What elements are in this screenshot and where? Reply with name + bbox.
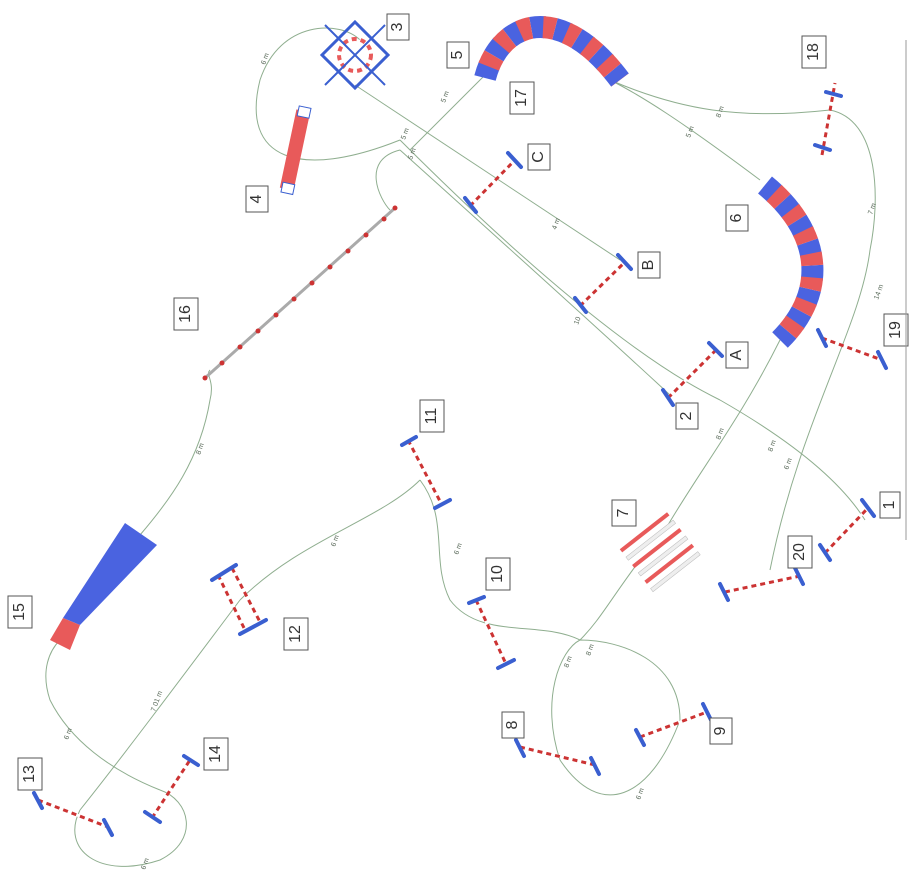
label-9: 9	[709, 717, 733, 745]
obstacle-number-labels: 1 2 3 4 5 6 7 8 9 10 11 12 13 14 15 16 1…	[7, 13, 909, 791]
label-c: C	[527, 143, 551, 171]
distance-label: 5 m	[685, 125, 696, 139]
distance-label: 6 m	[140, 857, 151, 871]
svg-text:5: 5	[449, 50, 466, 59]
svg-text:14: 14	[207, 745, 224, 763]
label-11: 11	[419, 399, 445, 433]
course-path	[45, 27, 876, 867]
distance-label: 8 m	[563, 655, 574, 669]
jump-8	[514, 738, 601, 776]
svg-text:20: 20	[791, 543, 808, 561]
jump-a	[661, 341, 724, 407]
label-3: 3	[386, 13, 410, 41]
svg-text:C: C	[530, 151, 547, 163]
distance-label: 8 m	[715, 427, 726, 441]
label-17: 17	[509, 81, 535, 115]
label-8: 8	[501, 711, 525, 739]
svg-text:B: B	[640, 260, 657, 271]
jump-14	[143, 754, 200, 824]
jump-19	[816, 328, 888, 370]
distance-label: 6 m	[783, 457, 794, 471]
svg-text:17: 17	[513, 89, 530, 107]
label-16: 16	[173, 297, 199, 331]
distance-label: 10	[573, 316, 582, 326]
label-7: 7	[611, 499, 637, 527]
distance-label: 6 m	[260, 52, 271, 66]
panel-4	[279, 105, 312, 196]
jump-1	[818, 498, 876, 562]
svg-text:11: 11	[423, 408, 440, 425]
svg-text:8: 8	[504, 720, 521, 729]
label-5: 5	[446, 41, 470, 69]
svg-text:18: 18	[805, 43, 822, 61]
jump-20	[718, 566, 805, 602]
jump-11	[400, 435, 452, 510]
distance-label: 8 m	[585, 643, 596, 657]
distance-label: 4 m	[551, 217, 562, 231]
distance-label: 14 m	[873, 284, 885, 301]
distance-label: 7 m	[867, 202, 878, 216]
svg-text:15: 15	[11, 603, 28, 621]
distance-label: 6 m	[330, 534, 341, 548]
label-14: 14	[203, 737, 229, 771]
distance-label: 8 m	[767, 439, 778, 453]
label-13: 13	[17, 757, 43, 791]
tunnel-17	[474, 16, 629, 87]
label-15: 15	[7, 595, 33, 629]
distance-label: 5 m	[400, 127, 411, 141]
label-4: 4	[245, 185, 269, 213]
svg-text:12: 12	[287, 625, 304, 643]
chute-15	[50, 523, 157, 650]
tunnel-6	[757, 176, 824, 348]
distance-label: 6 m	[453, 542, 464, 556]
jump-c	[463, 151, 523, 214]
label-2: 2	[675, 402, 699, 430]
distance-label: 5 m	[440, 90, 451, 104]
obstacle-7	[619, 512, 701, 593]
svg-text:2: 2	[678, 411, 695, 420]
jump-10	[467, 595, 516, 670]
distance-label: 8 m	[195, 442, 206, 456]
svg-text:10: 10	[489, 565, 506, 583]
svg-text:6: 6	[728, 213, 745, 222]
svg-text:A: A	[728, 349, 745, 360]
label-10: 10	[485, 557, 511, 591]
svg-text:4: 4	[248, 194, 265, 203]
distance-label: 7 01 m	[150, 690, 164, 713]
jump-9	[634, 702, 713, 747]
svg-text:19: 19	[887, 321, 904, 339]
svg-text:3: 3	[389, 22, 406, 31]
label-a: A	[725, 341, 749, 369]
svg-text:9: 9	[712, 726, 729, 735]
distance-label: 6 m	[635, 787, 646, 801]
label-1: 1	[879, 491, 901, 519]
label-12: 12	[283, 617, 309, 651]
svg-text:1: 1	[881, 500, 898, 509]
distance-label: 6 m	[63, 727, 74, 741]
label-b: B	[637, 251, 661, 279]
weave-poles-16	[202, 205, 398, 381]
label-6: 6	[725, 204, 749, 232]
jump-18	[813, 82, 843, 156]
svg-text:13: 13	[21, 765, 38, 783]
distance-label: 5 m	[407, 147, 418, 161]
jump-b	[573, 253, 633, 314]
tire-3	[319, 19, 391, 91]
distance-labels: 8 m 8 m 8 m 7 m 14 m 5 m 6 m 4 m 10 5 m …	[63, 52, 885, 871]
jump-13	[32, 791, 114, 837]
label-18: 18	[801, 35, 827, 69]
jump-12	[210, 563, 268, 636]
svg-text:16: 16	[177, 305, 194, 323]
jumps	[32, 82, 888, 837]
svg-text:7: 7	[615, 508, 632, 517]
distance-label: 8 m	[715, 105, 726, 119]
label-19: 19	[883, 313, 909, 347]
label-20: 20	[787, 535, 813, 569]
